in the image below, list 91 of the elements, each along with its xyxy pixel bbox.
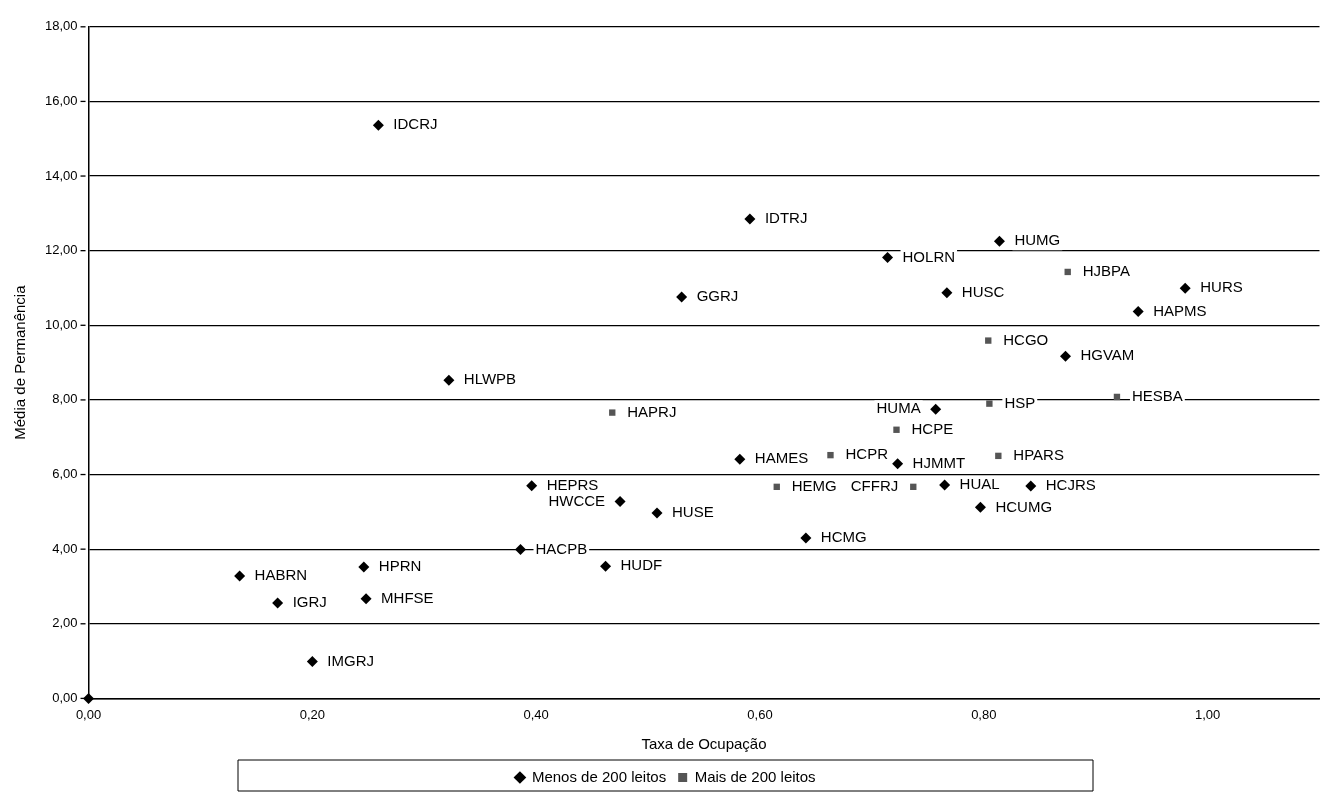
annotation: HESBA	[1131, 387, 1183, 405]
y-tick-label: 12,00	[44, 242, 78, 258]
y-tick-label: 6,00	[52, 466, 78, 482]
point	[882, 251, 894, 263]
annotation: HCMG	[820, 528, 867, 546]
point	[734, 453, 746, 465]
annotation: HAMES	[754, 449, 809, 467]
y-tick-label: 0,00	[52, 689, 78, 705]
point	[514, 544, 526, 556]
annotation: HWCCE	[548, 491, 606, 509]
point	[985, 337, 992, 344]
annotation: HJBPA	[1082, 262, 1130, 280]
annotation: MHFSE	[381, 588, 434, 606]
point	[993, 235, 1005, 247]
annotation: HCJRS	[1045, 476, 1096, 494]
annotation: GGRJ	[696, 287, 739, 305]
annotation: HCUMG	[995, 497, 1053, 515]
annotation: HSP	[1004, 393, 1036, 411]
annotation: HEPRS	[546, 475, 599, 493]
point	[526, 480, 538, 492]
point	[941, 287, 953, 299]
y-tick-label: 18,00	[44, 18, 78, 34]
point	[372, 119, 384, 131]
annotation: HCGO	[1003, 330, 1049, 348]
point	[1132, 305, 1144, 317]
point	[939, 479, 951, 491]
annotation: HPARS	[1013, 446, 1064, 464]
annotation: HCPE	[911, 419, 954, 437]
annotation: IGRJ	[292, 593, 327, 611]
annotation: HGVAM	[1080, 346, 1135, 364]
point	[827, 451, 834, 459]
annotation: HUSC	[961, 282, 1005, 300]
point	[1059, 350, 1071, 362]
y-tick-label: 10,00	[44, 316, 78, 332]
y-tick-label: 2,00	[52, 615, 78, 631]
annotation: HCPR	[845, 445, 889, 463]
point	[974, 501, 986, 513]
point	[651, 507, 663, 519]
annotation: HOLRN	[902, 247, 956, 265]
annotation: HEMG	[791, 476, 837, 494]
point	[893, 426, 900, 433]
point	[83, 692, 95, 704]
point	[360, 593, 372, 605]
x-axis-title: Taxa de Ocupação	[641, 735, 767, 753]
y-tick-label: 4,00	[52, 540, 78, 556]
annotation: IDCRJ	[393, 115, 438, 133]
annotation: HAPRJ	[627, 402, 677, 420]
point	[800, 532, 812, 544]
point	[744, 213, 756, 225]
point	[609, 409, 616, 416]
y-tick-label: 16,00	[44, 93, 78, 108]
annotation: HABRN	[254, 566, 308, 584]
x-tick-label: 0,60	[747, 706, 773, 722]
annotation: HAPMS	[1153, 301, 1207, 319]
x-tick-label: 1,00	[1194, 706, 1221, 722]
y-tick-label: 8,00	[52, 391, 78, 407]
annotation: HACPB	[535, 539, 588, 557]
legend-label: Menos de 200 leitos	[531, 767, 667, 785]
point	[600, 560, 612, 572]
point	[1025, 480, 1037, 492]
x-tick-label: 0,80	[971, 706, 997, 722]
annotation: HLWPB	[463, 370, 517, 388]
x-tick-label: 0,20	[299, 706, 325, 722]
point	[930, 403, 942, 415]
annotation: HUSE	[672, 503, 714, 521]
annotation: IMGRJ	[327, 651, 375, 669]
point	[892, 458, 904, 470]
annotation: HPRN	[378, 557, 422, 575]
y-axis-title: Média de Permanência	[11, 284, 29, 440]
annotation: IDTRJ	[764, 209, 808, 227]
point	[358, 561, 370, 573]
point	[1179, 282, 1191, 294]
annotation: HUMG	[1014, 231, 1061, 249]
annotation: HUMA	[876, 399, 921, 417]
point	[272, 597, 284, 609]
annotation: CFFRJ	[850, 476, 899, 494]
annotation: HJMMT	[912, 453, 966, 471]
point	[676, 291, 688, 303]
x-tick-label: 0,00	[75, 706, 102, 722]
y-tick-label: 14,00	[44, 167, 78, 183]
legend-label: Mais de 200 leitos	[694, 767, 816, 785]
point	[234, 570, 246, 582]
annotation: HUDF	[620, 556, 663, 574]
annotation: HURS	[1200, 278, 1243, 296]
annotation: HUAL	[959, 475, 1000, 493]
x-tick-label: 0,40	[523, 706, 549, 722]
point	[614, 495, 626, 507]
point	[443, 374, 455, 386]
point	[306, 655, 318, 667]
point	[986, 400, 993, 407]
point	[995, 452, 1002, 460]
